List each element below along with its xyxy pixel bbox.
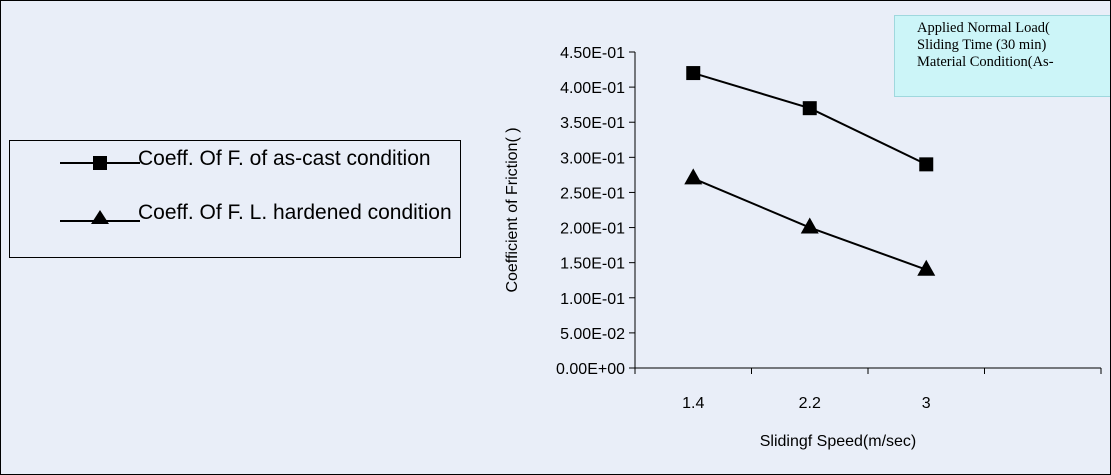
data-point-square: [686, 66, 701, 81]
data-point-triangle: [800, 217, 819, 234]
data-point-triangle: [684, 168, 703, 185]
y-tick-label: 0.00E+00: [556, 361, 625, 378]
x-tick-label: 3: [922, 395, 931, 412]
data-point-square: [802, 101, 817, 116]
legend-label-as-cast: Coeff. Of F. of as-cast condition: [138, 147, 431, 170]
legend-label-hardened: Coeff. Of F. L. hardened condition: [138, 201, 452, 224]
x-tick-label: 2.2: [799, 395, 821, 412]
axes: 0.00E+00 5.00E-02 1.00E-01 1.50E-01 2.00E-01…: [556, 45, 1102, 412]
series-line-0: [692, 72, 927, 166]
y-tick-label: 1.00E-01: [560, 291, 625, 308]
legend-square-marker-icon: [60, 156, 140, 170]
y-tick-label: 2.00E-01: [560, 221, 625, 238]
annotation-line-time: Sliding Time (30 min): [917, 37, 1047, 53]
y-tick-label: 2.50E-01: [560, 185, 625, 202]
data-point-square: [919, 157, 934, 172]
data-point-triangle: [917, 259, 936, 276]
legend-item-hardened: Coeff. Of F. L. hardened condition: [10, 201, 462, 245]
legend-item-as-cast: Coeff. Of F. of as-cast condition: [10, 147, 462, 191]
annotation-line-load: Applied Normal Load(: [917, 20, 1050, 36]
y-tick-label: 4.50E-01: [560, 45, 625, 62]
y-axis-label: Coefficient of Friction( ): [504, 127, 521, 292]
test-conditions-note: Applied Normal Load( Sliding Time (30 mi…: [894, 15, 1110, 97]
y-tick-label: 3.00E-01: [560, 150, 625, 167]
x-axis-label: Slidingf Speed(m/sec): [760, 433, 917, 450]
data-marks: [684, 66, 936, 276]
y-tick-label: 4.00E-01: [560, 80, 625, 97]
y-tick-label: 3.50E-01: [560, 115, 625, 132]
legend-triangle-marker-icon: [60, 210, 140, 224]
annotation-line-material: Material Condition(As-: [917, 54, 1054, 70]
y-tick-label: 5.00E-02: [560, 326, 625, 343]
x-tick-label: 1.4: [682, 395, 704, 412]
y-tick-label: 1.50E-01: [560, 256, 625, 273]
legend: Coeff. Of F. of as-cast condition Coeff.…: [9, 140, 461, 258]
